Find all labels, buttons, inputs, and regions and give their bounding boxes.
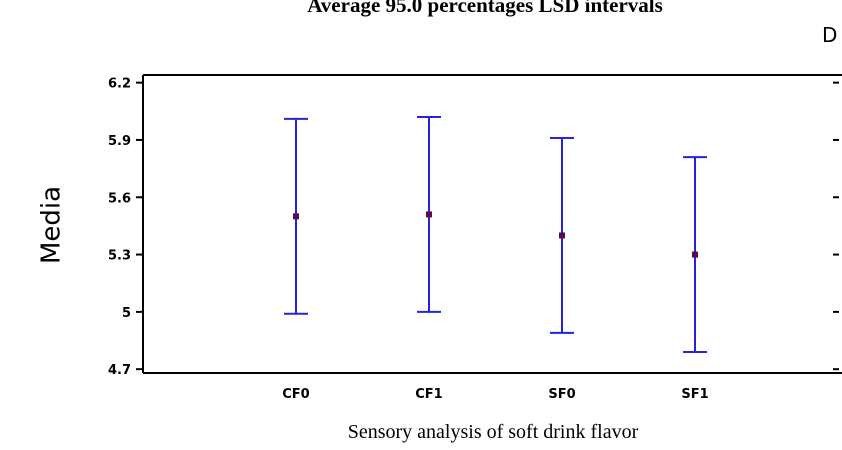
y-tick-label: 5.6 xyxy=(108,191,131,206)
x-tick-label: CF0 xyxy=(282,387,309,402)
y-axis-label: Media xyxy=(37,186,67,264)
y-tick-label: 4.7 xyxy=(108,363,131,378)
y-tick-label: 5 xyxy=(122,306,131,321)
x-axis-label: Sensory analysis of soft drink flavor xyxy=(348,421,639,443)
mean-marker xyxy=(559,232,565,239)
mean-marker xyxy=(293,213,299,220)
y-tick-label: 5.9 xyxy=(108,134,131,149)
x-tick-label: CF1 xyxy=(415,387,442,402)
x-tick-label: SF0 xyxy=(548,387,575,402)
mean-marker xyxy=(692,251,698,258)
chart-title: Average 95.0 percentages LSD intervals xyxy=(307,0,663,17)
annotation: D xyxy=(822,23,837,47)
y-tick-label: 5.3 xyxy=(108,249,131,264)
x-tick-label: SF1 xyxy=(681,387,708,402)
y-tick-label: 6.2 xyxy=(108,77,131,92)
mean-marker xyxy=(426,211,432,218)
plot-frame xyxy=(142,74,842,374)
